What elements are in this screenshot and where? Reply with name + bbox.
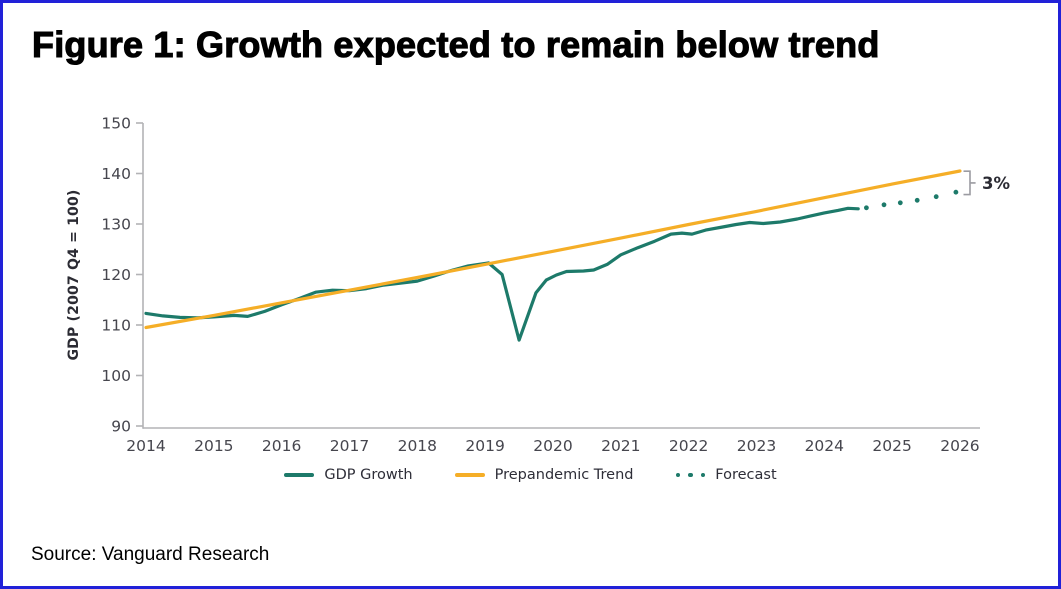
gap-bracket bbox=[963, 170, 976, 196]
gdp-line-chart: 90 100 110 120 130 140 150 2014 2015 2016 2017 2018… bbox=[66, 115, 1010, 456]
series-dot-forecast bbox=[864, 205, 869, 211]
chart-legend: GDP Growth Prepandemic Trend Forecast bbox=[3, 467, 1058, 483]
series-dot-forecast bbox=[914, 197, 920, 203]
chart-axes: 90 100 110 120 130 140 150 2014 2015 2016 2017 2018… bbox=[101, 115, 980, 455]
figure-title: Figure 1: Growth expected to remain belo… bbox=[31, 24, 880, 65]
legend-label: Prepandemic Trend bbox=[494, 467, 634, 483]
series-dot-forecast bbox=[881, 202, 887, 208]
y-tick-label: 120 bbox=[101, 266, 131, 284]
series-dot-forecast bbox=[897, 200, 903, 206]
x-tick-label: 2018 bbox=[398, 437, 437, 455]
series-dot-forecast bbox=[953, 189, 959, 195]
x-tick-label: 2024 bbox=[805, 437, 844, 455]
source-note: Source: Vanguard Research bbox=[31, 544, 270, 565]
y-tick-label: 150 bbox=[101, 115, 131, 133]
x-tick-label: 2019 bbox=[465, 437, 504, 455]
x-tick-label: 2025 bbox=[872, 437, 911, 455]
x-tick-label: 2017 bbox=[330, 437, 369, 455]
y-tick-label: 100 bbox=[101, 367, 131, 385]
legend-item-forecast: Forecast bbox=[675, 467, 777, 483]
y-axis-title: GDP (2007 Q4 = 100) bbox=[66, 189, 82, 360]
series-line-gdp-growth bbox=[144, 206, 860, 342]
chart-series bbox=[144, 169, 962, 342]
x-tick-label: 2022 bbox=[669, 437, 708, 455]
legend-label: Forecast bbox=[715, 467, 777, 483]
y-tick-label: 110 bbox=[101, 317, 131, 335]
gap-annotation: 3% bbox=[982, 174, 1010, 193]
series-line-prepandemic-trend bbox=[144, 169, 962, 330]
x-tick-label: 2023 bbox=[737, 437, 776, 455]
forecast-dots-swatch-icon bbox=[675, 472, 706, 478]
trend-line-swatch-icon bbox=[454, 473, 485, 477]
gdp-growth-line-swatch-icon bbox=[284, 473, 315, 477]
x-tick-label: 2014 bbox=[126, 437, 165, 455]
x-tick-label: 2015 bbox=[194, 437, 233, 455]
legend-item-prepandemic-trend: Prepandemic Trend bbox=[454, 467, 634, 483]
legend-label: GDP Growth bbox=[324, 467, 413, 483]
x-tick-label: 2021 bbox=[601, 437, 640, 455]
x-tick-label: 2020 bbox=[533, 437, 572, 455]
x-tick-label: 2026 bbox=[940, 437, 979, 455]
y-tick-label: 90 bbox=[111, 418, 131, 436]
series-dot-forecast bbox=[933, 194, 939, 200]
x-tick-label: 2016 bbox=[262, 437, 301, 455]
y-tick-label: 130 bbox=[101, 216, 131, 234]
y-tick-label: 140 bbox=[101, 165, 131, 183]
legend-item-gdp-growth: GDP Growth bbox=[284, 467, 413, 483]
